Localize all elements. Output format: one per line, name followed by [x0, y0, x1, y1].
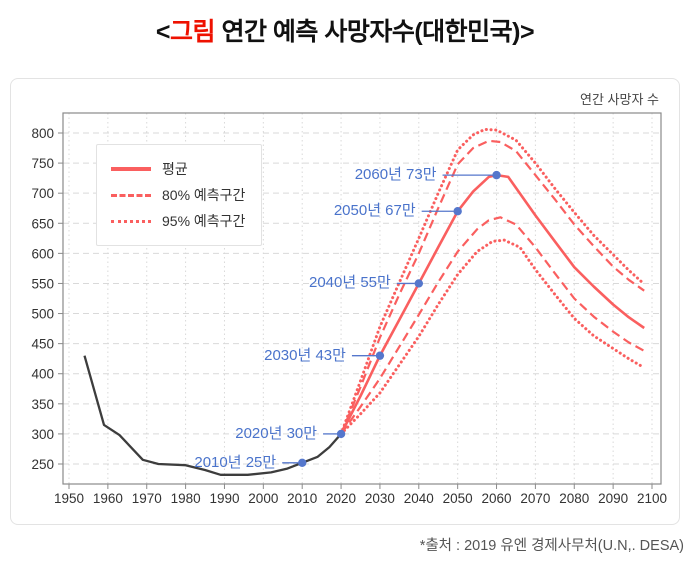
legend-label: 95% 예측구간 [162, 213, 246, 229]
annotation-dot [453, 207, 462, 216]
chart-card: 연간 사망자 수 250 300 350 400 450 500 550 600 650 700 7… [10, 78, 680, 525]
y-tick-label: 350 [31, 397, 54, 412]
y-tick-label: 600 [31, 246, 54, 261]
series-history [83, 355, 342, 476]
annotation-label: 2040년 55만 [308, 274, 391, 292]
y-tick-label: 650 [31, 216, 54, 231]
series-band95-lower [339, 238, 646, 436]
annotation-label: 2030년 43만 [264, 346, 346, 364]
x-tick-label: 2080 [559, 491, 589, 506]
x-tick-label: 1980 [171, 491, 201, 506]
y-tick-label: 800 [31, 126, 54, 141]
x-tick-label: 2040 [404, 491, 434, 506]
y-tick-label: 400 [31, 367, 54, 382]
y-axis-unit-label: 연간 사망자 수 [580, 92, 659, 107]
x-tick-label: 2060 [482, 491, 512, 506]
series-band95-upper [339, 127, 646, 436]
x-tick-label: 2020 [326, 491, 356, 506]
x-tick-label: 2100 [637, 491, 667, 506]
source-note: *출처 : 2019 유엔 경제사무처(U.N,. DESA) [419, 538, 684, 554]
annotation-dot [414, 279, 423, 288]
x-tick-label: 1950 [54, 491, 84, 506]
x-tick-label: 1990 [209, 491, 239, 506]
title-text: 연간 예측 사망자수(대한민국)> [215, 18, 535, 46]
legend-item-80pct: 80% 예측구간 [111, 182, 245, 208]
dashed-line-icon [111, 193, 151, 197]
dotted-line-icon [111, 219, 151, 223]
y-tick-label: 700 [31, 186, 54, 201]
legend-item-95pct: 95% 예측구간 [111, 208, 245, 234]
x-tick-label: 2000 [248, 491, 278, 506]
y-tick-label: 450 [31, 337, 54, 352]
x-tick-label: 2030 [365, 491, 395, 506]
annotation-label: 2020년 30만 [235, 424, 318, 442]
x-tick-label: 1960 [93, 491, 123, 506]
y-tick-label: 250 [31, 457, 54, 472]
y-tick-label: 550 [31, 276, 54, 291]
y-tick-label: 500 [31, 307, 54, 322]
chart-plot: 250 300 350 400 450 500 550 600 650 700 750 800 1950… [31, 112, 667, 506]
annotation-dot [375, 351, 385, 360]
legend-label: 80% 예측구간 [162, 187, 246, 203]
annotation-dot [492, 170, 501, 180]
legend: 평균 80% 예측구간 95% 예측구간 [96, 144, 263, 246]
y-tick-label: 300 [31, 427, 54, 442]
annotation-label: 2050년 67만 [333, 202, 416, 220]
x-tick-label: 2090 [598, 491, 628, 506]
y-tick-label: 750 [31, 156, 54, 171]
solid-line-icon [111, 167, 151, 171]
legend-item-mean: 평균 [111, 156, 245, 182]
annotation-dot [298, 458, 307, 467]
title-highlight: 그림 [170, 18, 216, 46]
x-tick-label: 2010 [287, 491, 317, 506]
x-tick-label: 2050 [443, 491, 473, 506]
series-band80-upper [340, 139, 645, 435]
page-title: <그림 연간 예측 사망자수(대한민국)> [0, 12, 690, 48]
plot-border [62, 112, 662, 485]
annotation-dot [336, 429, 346, 439]
title-bracket-open: < [155, 18, 171, 46]
annotation-label: 2060년 73만 [354, 166, 437, 184]
legend-label: 평균 [162, 161, 188, 177]
series-band80-lower [340, 216, 645, 435]
x-tick-label: 2070 [520, 491, 550, 506]
annotation-label: 2010년 25만 [194, 453, 277, 471]
x-tick-label: 1970 [132, 491, 162, 506]
